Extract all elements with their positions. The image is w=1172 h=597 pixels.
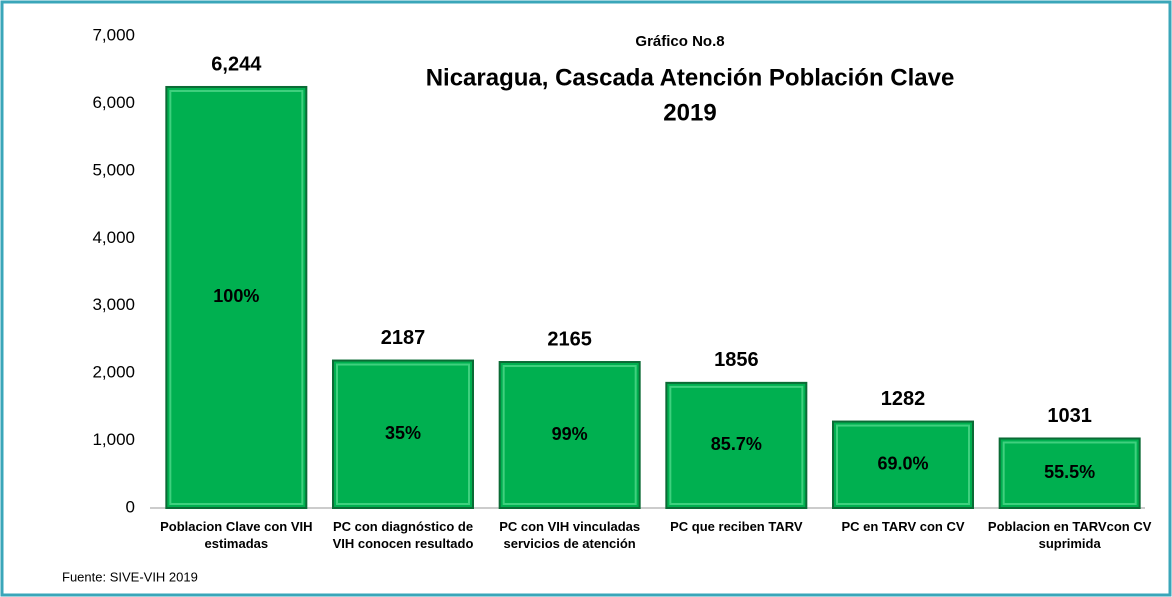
bar xyxy=(832,420,974,510)
bar-highlight xyxy=(1002,441,1137,505)
y-tick-label: 0 xyxy=(126,497,135,516)
chart-subtitle: 2019 xyxy=(663,99,716,126)
percent-label: 99% xyxy=(552,424,588,444)
source: Fuente: SIVE-VIH 2019 xyxy=(62,569,198,584)
x-tick-label: PC que reciben TARV xyxy=(670,519,803,534)
x-tick-label: Poblacion Clave con VIH estimadas xyxy=(160,519,313,551)
x-tick-label: Poblacion en TARVcon CV suprimida xyxy=(987,519,1152,551)
y-tick-label: 6,000 xyxy=(92,93,135,112)
value-label: 1031 xyxy=(1047,405,1092,427)
bar-highlight xyxy=(836,424,970,506)
x-tick-label: PC con diagnóstico de VIH conocen result… xyxy=(332,519,474,551)
bar-highlight xyxy=(169,89,304,505)
bar xyxy=(332,359,474,509)
bar xyxy=(665,381,808,509)
value-label: 1282 xyxy=(881,388,926,410)
value-label: 2165 xyxy=(547,328,592,350)
y-tick-label: 7,000 xyxy=(92,25,135,44)
value-label: 1856 xyxy=(714,349,759,371)
bar-highlight xyxy=(669,385,804,505)
value-label: 6,244 xyxy=(211,53,262,75)
bar-highlight xyxy=(502,365,637,506)
chart-number: Gráfico No.8 xyxy=(635,33,724,50)
percent-label: 55.5% xyxy=(1044,462,1095,482)
y-tick-label: 4,000 xyxy=(92,228,135,247)
bar-highlight xyxy=(336,363,470,505)
y-tick-label: 3,000 xyxy=(92,295,135,314)
y-tick-label: 5,000 xyxy=(92,160,135,179)
bar xyxy=(165,85,308,509)
bar xyxy=(498,361,641,510)
percent-label: 69.0% xyxy=(877,454,928,474)
x-tick-label: PC con VIH vinculadas servicios de atenc… xyxy=(499,519,641,551)
y-tick-label: 2,000 xyxy=(92,363,135,382)
x-tick-label: PC en TARV con CV xyxy=(841,519,965,534)
chart-title: Nicaragua, Cascada Atención Población Cl… xyxy=(426,64,955,91)
value-label: 2187 xyxy=(381,327,426,349)
percent-label: 85.7% xyxy=(711,434,762,454)
percent-label: 100% xyxy=(213,286,259,306)
bar xyxy=(998,437,1141,509)
y-tick-label: 1,000 xyxy=(92,430,135,449)
percent-label: 35% xyxy=(385,423,421,443)
